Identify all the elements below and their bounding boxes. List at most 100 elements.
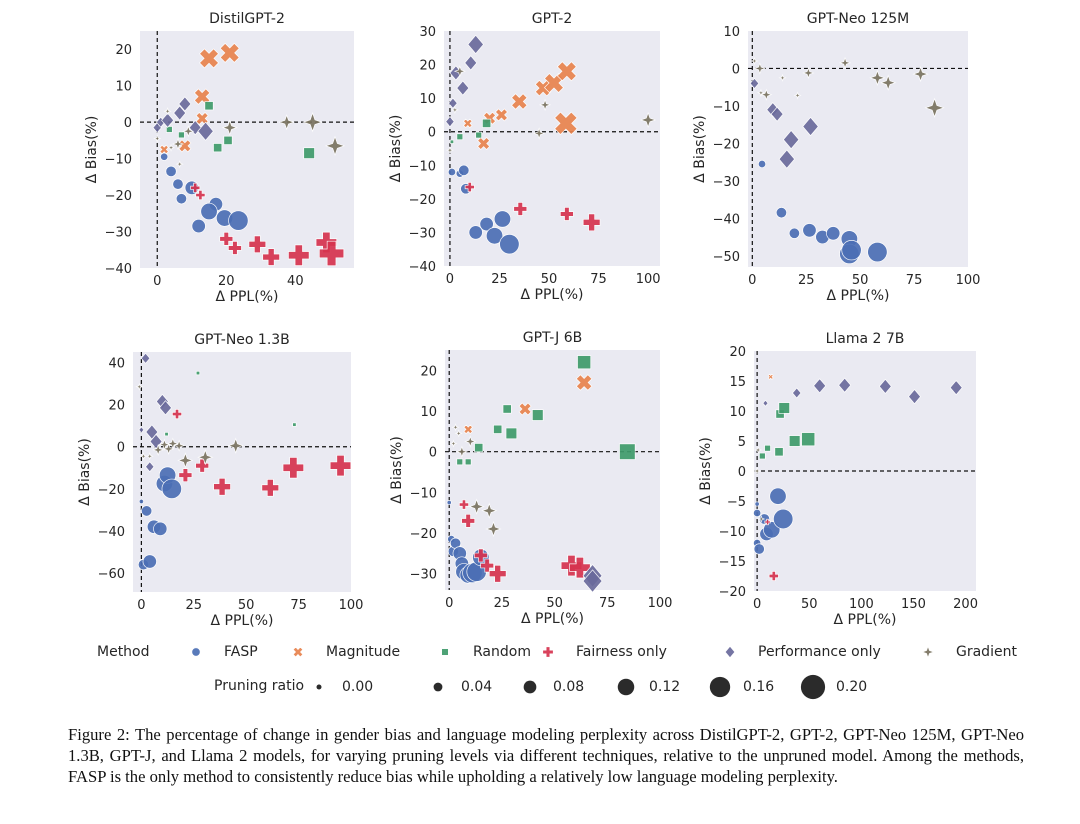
data-point <box>152 443 165 456</box>
data-point <box>449 139 455 144</box>
data-point <box>754 501 760 507</box>
y-tick-label: 0 <box>429 446 437 461</box>
y-tick-label: −20 <box>98 483 125 498</box>
size-circle-icon <box>617 678 635 696</box>
legend-label: Performance only <box>758 644 881 660</box>
data-point <box>200 202 218 221</box>
legend-label: Random <box>473 644 531 660</box>
x-tick-label: 50 <box>238 598 255 613</box>
x-tick-label: 150 <box>901 597 926 612</box>
x-tick-label: 50 <box>852 273 869 288</box>
data-point <box>195 370 201 376</box>
y-tick-label: −20 <box>410 527 437 542</box>
pruning-ratio-legend-title: Pruning ratio <box>214 678 305 694</box>
data-point <box>762 399 769 407</box>
series-fairness-only <box>190 182 345 267</box>
data-point <box>768 571 779 581</box>
figure-caption: Figure 2: The percentage of change in ge… <box>68 725 1024 786</box>
data-point <box>801 432 816 447</box>
y-tick-label: −50 <box>713 250 740 265</box>
data-point <box>190 182 201 193</box>
data-point <box>175 193 188 205</box>
series-performance-only <box>582 564 603 593</box>
series-fasp <box>137 466 182 571</box>
data-point <box>163 107 172 116</box>
panel-gpt-j-6b: GPT-J 6B 0 25 50 75 100 −30 −20 −10 0 10 20 Δ PPL(%)… <box>389 330 672 627</box>
data-point <box>161 112 175 128</box>
series-random <box>164 370 297 437</box>
y-tick-label: −40 <box>98 525 125 540</box>
data-point <box>880 74 897 91</box>
data-point <box>228 210 249 231</box>
y-tick-label: −20 <box>719 585 746 600</box>
data-point <box>474 443 484 453</box>
series-performance-only <box>749 77 819 169</box>
data-point <box>753 466 762 476</box>
data-point <box>499 234 520 255</box>
y-tick-label: 10 <box>729 405 746 420</box>
y-axis-label: Δ Bias(%) <box>389 436 405 504</box>
legend-item-fasp: FASP <box>188 644 258 660</box>
size-marker <box>523 680 537 694</box>
size-marker <box>709 676 731 698</box>
data-point <box>197 121 214 141</box>
y-axis-label: Δ Bias(%) <box>388 115 404 183</box>
series-gradient <box>753 445 766 524</box>
data-point <box>223 135 233 145</box>
data-point <box>802 66 815 80</box>
legend-item-gradient: Gradient <box>920 644 1017 660</box>
data-point <box>159 400 172 416</box>
data-point <box>468 498 485 515</box>
data-point <box>171 137 185 151</box>
x-tick-label: 75 <box>906 273 923 288</box>
x-tick-label: 0 <box>153 274 161 289</box>
plus-marker-icon <box>542 646 554 658</box>
legend-item-random: Random <box>437 644 531 660</box>
data-point <box>479 216 494 232</box>
data-point <box>754 445 763 455</box>
data-point <box>138 426 145 434</box>
data-point <box>569 556 591 579</box>
data-point <box>219 42 240 63</box>
data-point <box>191 218 206 234</box>
size-legend-label: 0.16 <box>743 679 775 695</box>
data-point <box>197 449 214 466</box>
data-point <box>475 131 483 139</box>
data-point <box>493 210 512 228</box>
x-marker-icon <box>292 646 304 658</box>
series-fasp <box>447 164 520 255</box>
data-point <box>248 235 267 254</box>
y-tick-label: 20 <box>108 399 125 414</box>
data-point <box>145 461 155 473</box>
data-point <box>161 478 182 499</box>
series-fairness-only <box>464 182 601 232</box>
data-point <box>912 65 929 83</box>
data-point <box>138 498 144 505</box>
y-tick-label: 10 <box>420 405 437 420</box>
data-point <box>639 111 657 129</box>
data-point <box>802 116 819 137</box>
size-legend-item: 0.16 <box>707 674 774 700</box>
data-point <box>141 505 153 517</box>
data-point <box>556 61 577 82</box>
y-tick-label: −30 <box>409 226 436 241</box>
y-tick-label: 20 <box>115 43 132 58</box>
panel-title: GPT-Neo 125M <box>807 11 910 27</box>
size-legend-label: 0.12 <box>649 679 681 695</box>
data-point <box>302 111 323 133</box>
y-tick-label: −10 <box>105 153 132 168</box>
y-tick-label: −20 <box>105 189 132 204</box>
data-point <box>464 55 478 71</box>
data-point <box>282 457 305 479</box>
data-point <box>513 202 528 216</box>
data-point <box>173 105 187 121</box>
size-marker <box>433 682 443 692</box>
series-random <box>456 355 636 466</box>
legend-label: Fairness only <box>576 644 667 660</box>
data-point <box>778 149 796 169</box>
x-axis-label: Δ PPL(%) <box>521 611 584 627</box>
x-axis-label: Δ PPL(%) <box>521 287 584 303</box>
data-point <box>182 125 195 138</box>
series-fasp <box>757 159 888 265</box>
